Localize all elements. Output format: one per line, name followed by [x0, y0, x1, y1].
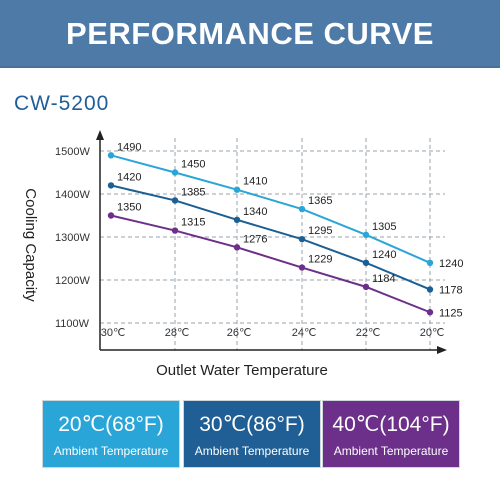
- model-name: CW-5200: [14, 92, 110, 115]
- legend-temp: 20℃(68°F): [58, 413, 164, 436]
- legend-label: Ambient Temperature: [194, 444, 310, 458]
- x-tick-label: 22℃: [356, 327, 381, 339]
- y-tick-label: 1500W: [55, 146, 90, 158]
- data-point: [171, 227, 179, 234]
- series: [107, 152, 434, 316]
- data-point: [171, 197, 179, 204]
- title-banner: [0, 0, 500, 68]
- data-label: 1295: [308, 225, 332, 237]
- data-point: [107, 212, 115, 219]
- data-point: [362, 231, 370, 239]
- x-axis-arrow: [437, 346, 447, 354]
- legend-item-30c: 30℃(86°F) Ambient Temperature: [183, 400, 321, 468]
- data-point: [426, 259, 434, 266]
- y-tick-label: 1300W: [55, 232, 90, 244]
- data-point: [107, 182, 115, 189]
- data-point: [298, 235, 306, 243]
- series-line: [110, 214, 431, 314]
- data-label: 1240: [372, 249, 396, 261]
- x-axis-label: Outlet Water Temperature: [156, 362, 328, 379]
- legend-item-20c: 20℃(68°F) Ambient Temperature: [42, 400, 180, 468]
- data-label: 1450: [181, 159, 205, 171]
- data-label: 1229: [308, 254, 332, 266]
- legend-item-40c: 40℃(104°F) Ambient Temperature: [322, 400, 460, 468]
- data-label: 1490: [117, 141, 141, 153]
- data-point: [362, 283, 370, 291]
- data-label: 1410: [243, 176, 267, 188]
- data-label: 1125: [439, 307, 463, 319]
- data-label: 1340: [243, 206, 267, 218]
- data-label: 1178: [439, 284, 463, 296]
- data-label: 1276: [243, 233, 267, 245]
- data-point: [426, 309, 434, 316]
- labels: 1490 1450 1410 1365 1305 1240 1420 1385 1340 1295…: [117, 141, 463, 319]
- x-tick-label: 20℃: [420, 327, 445, 339]
- data-label: 1350: [117, 202, 141, 214]
- data-label: 1184: [372, 273, 396, 285]
- data-point: [362, 259, 370, 266]
- series-line: [110, 184, 431, 291]
- data-point: [233, 216, 241, 223]
- data-label: 1305: [372, 221, 396, 233]
- data-label: 1385: [181, 186, 205, 198]
- x-tick-label: 30℃: [101, 327, 126, 339]
- data-label: 1420: [117, 171, 141, 183]
- y-tick-label: 1200W: [55, 275, 90, 287]
- data-point: [298, 264, 306, 271]
- data-point: [426, 286, 434, 293]
- x-tick-label: 28℃: [165, 327, 190, 339]
- series-line: [110, 154, 431, 264]
- data-point: [298, 205, 306, 213]
- legend-temp: 40℃(104°F): [332, 413, 450, 436]
- data-label: 1315: [181, 217, 205, 229]
- data-point: [171, 169, 179, 176]
- legend-label: Ambient Temperature: [333, 444, 449, 458]
- chart-title: PERFORMANCE CURVE: [66, 16, 434, 51]
- legend: 20℃(68°F) Ambient Temperature 30℃(86°F) …: [0, 400, 500, 470]
- data-point: [107, 152, 115, 159]
- legend-label: Ambient Temperature: [53, 444, 169, 458]
- data-point: [233, 244, 241, 251]
- data-label: 1240: [439, 258, 463, 270]
- axes: 1500W 1400W 1300W 1200W 1100W 30℃ 28℃ 26℃ 24℃ 22℃…: [22, 130, 447, 379]
- data-label: 1365: [308, 195, 332, 207]
- y-tick-label: 1100W: [55, 318, 90, 330]
- x-tick-label: 26℃: [227, 327, 252, 339]
- y-axis-arrow: [96, 130, 104, 140]
- y-tick-label: 1400W: [55, 189, 90, 201]
- data-point: [233, 186, 241, 193]
- y-axis-label: Cooling Capacity: [22, 188, 39, 302]
- performance-chart: 1500W 1400W 1300W 1200W 1100W 30℃ 28℃ 26℃ 24℃ 22℃…: [22, 130, 463, 379]
- grid: [100, 138, 445, 350]
- x-tick-label: 24℃: [292, 327, 317, 339]
- legend-temp: 30℃(86°F): [199, 413, 305, 436]
